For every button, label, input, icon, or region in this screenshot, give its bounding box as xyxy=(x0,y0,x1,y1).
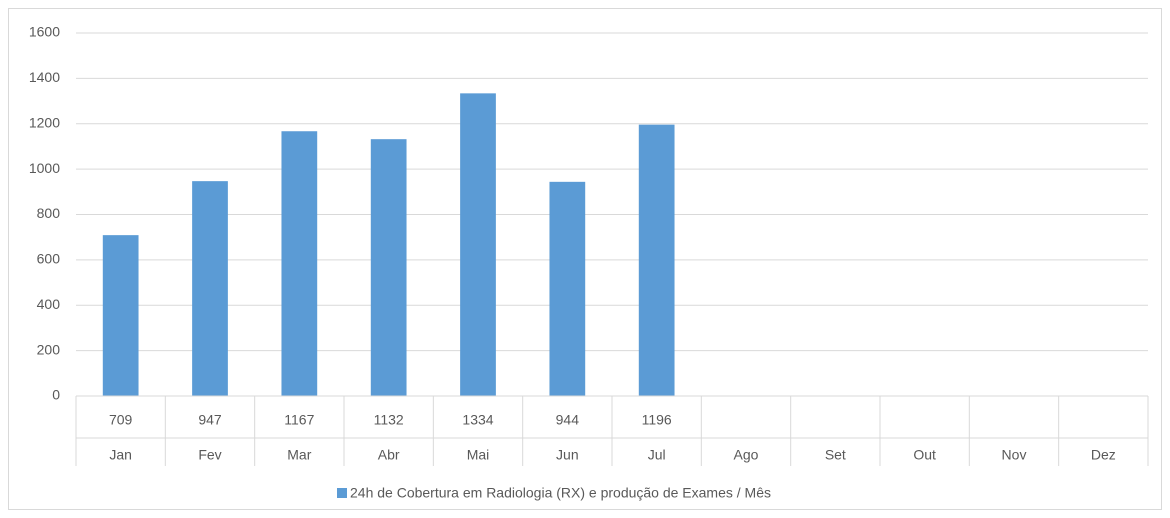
y-tick-label: 400 xyxy=(37,296,61,312)
x-tick-label: Abr xyxy=(378,447,400,463)
x-tick-label: Out xyxy=(913,447,936,463)
y-tick-label: 600 xyxy=(37,251,61,267)
bar xyxy=(638,124,675,396)
x-tick-label: Mar xyxy=(287,447,311,463)
y-tick-label: 800 xyxy=(37,205,61,221)
legend-label: 24h de Cobertura em Radiologia (RX) e pr… xyxy=(350,485,771,501)
x-tick-label: Nov xyxy=(1002,447,1027,463)
data-table-value: 1167 xyxy=(284,412,314,428)
y-tick-label: 1400 xyxy=(29,69,60,85)
y-tick-label: 1600 xyxy=(29,24,60,40)
bar xyxy=(102,235,139,396)
y-tick-label: 1000 xyxy=(29,160,60,176)
bar xyxy=(281,131,318,396)
y-tick-label: 200 xyxy=(37,341,61,357)
bar xyxy=(549,181,586,396)
data-table-value: 944 xyxy=(556,412,580,428)
data-table-value: 709 xyxy=(109,412,133,428)
bar xyxy=(460,93,496,396)
x-tick-label: Ago xyxy=(734,447,759,463)
bar xyxy=(370,139,407,397)
x-tick-label: Jun xyxy=(556,447,579,463)
x-tick-label: Set xyxy=(825,447,846,463)
x-tick-label: Mai xyxy=(467,447,490,463)
legend-swatch xyxy=(337,488,347,498)
x-tick-label: Jul xyxy=(648,447,666,463)
y-tick-label: 1200 xyxy=(29,114,60,130)
bar xyxy=(192,181,228,396)
x-tick-label: Dez xyxy=(1091,447,1116,463)
data-table-value: 947 xyxy=(198,412,222,428)
x-tick-label: Fev xyxy=(198,447,221,463)
data-table-value: 1196 xyxy=(642,412,672,428)
y-tick-label: 0 xyxy=(52,387,60,403)
data-table-value: 1132 xyxy=(374,412,404,428)
data-table-value: 1334 xyxy=(462,412,493,428)
x-tick-label: Jan xyxy=(109,447,132,463)
